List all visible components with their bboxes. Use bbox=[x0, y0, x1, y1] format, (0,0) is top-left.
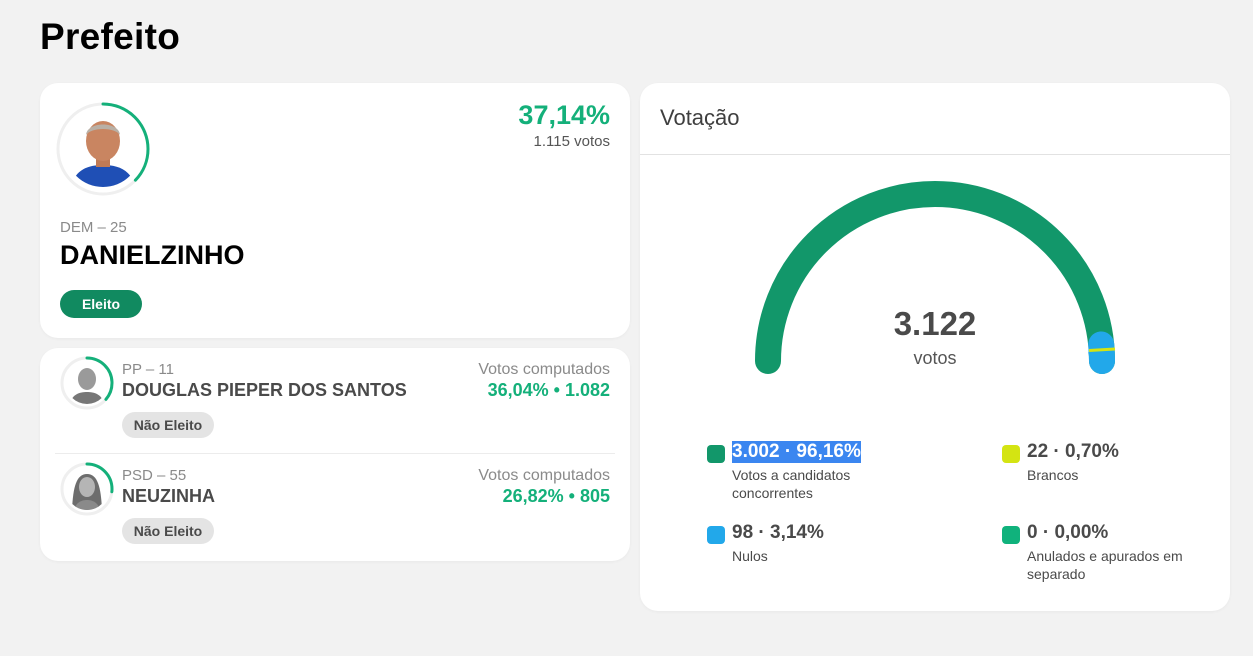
candidate-avatar bbox=[60, 356, 114, 410]
legend-value: 22 · 0,70% bbox=[1027, 441, 1119, 462]
other-candidates-card: PP – 11 DOUGLAS PIEPER DOS SANTOS Não El… bbox=[40, 348, 630, 561]
status-badge: Não Eleito bbox=[122, 412, 214, 438]
person-photo-icon bbox=[66, 362, 108, 404]
vote-share-ring-icon bbox=[60, 462, 114, 516]
row-divider bbox=[55, 453, 615, 454]
person-photo-icon bbox=[66, 468, 108, 510]
legend-value: 98 · 3,14% bbox=[732, 522, 824, 543]
legend-value: 3.002 · 96,16% bbox=[732, 441, 861, 463]
candidate-photo bbox=[66, 362, 108, 404]
candidate-stats: 36,04% • 1.082 bbox=[487, 380, 610, 400]
legend-swatch bbox=[1002, 526, 1020, 544]
candidate-photo bbox=[65, 111, 141, 187]
elected-name: DANIELZINHO bbox=[60, 240, 245, 270]
elected-votes: 1.115 votos bbox=[533, 133, 610, 150]
candidate-row: PSD – 55 NEUZINHA Não Eleito Votos compu… bbox=[40, 454, 630, 560]
legend-value: 0 · 0,00% bbox=[1027, 522, 1109, 543]
total-votes-unit: votos bbox=[913, 348, 957, 368]
elected-percent: 37,14% bbox=[518, 100, 610, 130]
candidate-avatar bbox=[55, 101, 151, 197]
legend-swatch bbox=[707, 445, 725, 463]
legend-label: Anulados e apurados em separado bbox=[1027, 548, 1183, 582]
legend-label: Nulos bbox=[732, 548, 768, 564]
person-photo-icon bbox=[65, 111, 141, 187]
elected-party: DEM – 25 bbox=[60, 219, 127, 236]
candidate-party: PP – 11 bbox=[122, 361, 174, 378]
vote-share-ring-icon bbox=[60, 356, 114, 410]
votes-label: Votos computados bbox=[478, 361, 610, 378]
vote-share-ring-icon bbox=[56, 102, 150, 196]
candidate-name: NEUZINHA bbox=[122, 486, 215, 506]
candidate-party: PSD – 55 bbox=[122, 467, 187, 484]
candidate-row: PP – 11 DOUGLAS PIEPER DOS SANTOS Não El… bbox=[40, 348, 630, 454]
votacao-card: Votação 3.122 votos 3.002 · 96,16% Votos… bbox=[640, 83, 1230, 611]
candidate-avatar bbox=[60, 462, 114, 516]
legend-swatch bbox=[1002, 445, 1020, 463]
candidate-name: DOUGLAS PIEPER DOS SANTOS bbox=[122, 380, 407, 400]
elected-candidate-card: 37,14% 1.115 votos DEM – 25 DANIELZINHO … bbox=[40, 83, 630, 338]
votacao-title: Votação bbox=[660, 105, 740, 130]
votes-label: Votos computados bbox=[478, 467, 610, 484]
status-badge: Eleito bbox=[60, 290, 142, 318]
legend-swatch bbox=[707, 526, 725, 544]
vote-gauge-chart bbox=[755, 181, 1116, 374]
candidate-photo bbox=[66, 468, 108, 510]
legend-label: Brancos bbox=[1027, 467, 1079, 483]
legend-label: Votos a candidatos concorrentes bbox=[732, 467, 851, 501]
status-badge: Não Eleito bbox=[122, 518, 214, 544]
total-votes: 3.122 bbox=[893, 305, 977, 342]
candidate-stats: 26,82% • 805 bbox=[502, 486, 610, 506]
header-divider bbox=[640, 154, 1230, 155]
page-title: Prefeito bbox=[40, 16, 181, 57]
